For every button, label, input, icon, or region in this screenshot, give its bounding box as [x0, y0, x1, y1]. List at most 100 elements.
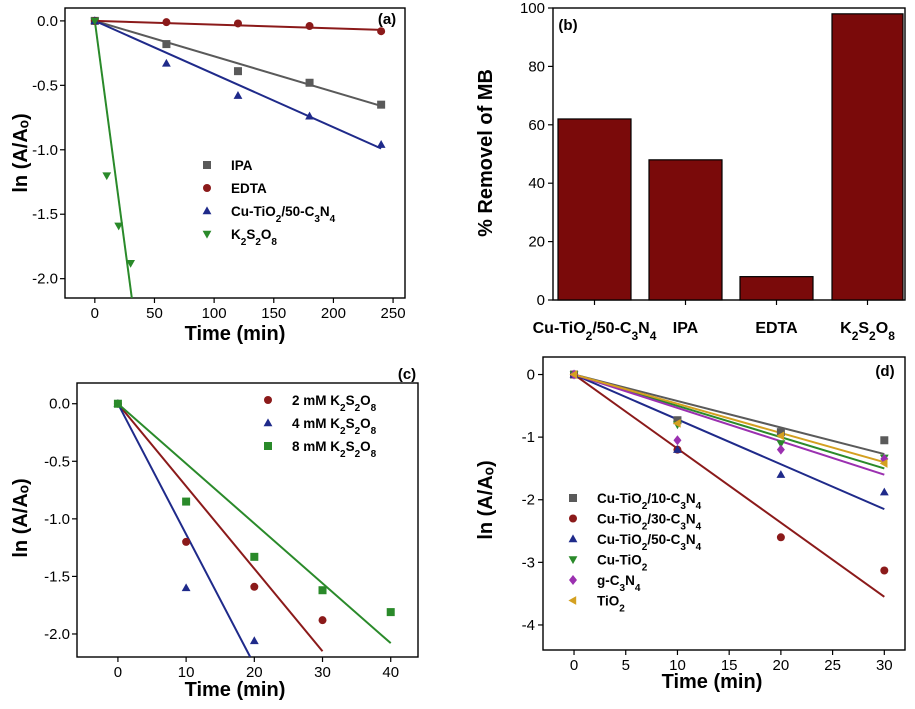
data-point-4-mm-k2s2o8	[249, 636, 259, 645]
x-tick-label: 15	[721, 657, 738, 674]
y-axis-label: ln (A/Aₒ)	[475, 460, 497, 539]
data-point-k2s2o8	[114, 222, 124, 231]
data-point-8-mm-k2s2o8	[318, 586, 327, 595]
y-tick-label: 0.0	[49, 396, 70, 413]
fit-line-2-mm-k2s2o8	[117, 403, 324, 652]
y-tick-label: -4	[522, 617, 535, 634]
bar-k2s2o8	[831, 13, 904, 301]
data-point-cu-tio2-50-c3n4	[879, 487, 889, 496]
plot-frame	[64, 7, 406, 299]
x-axis-label: Time (min)	[185, 323, 286, 345]
y-axis-label: ln (A/Aₒ)	[10, 113, 32, 192]
legend-marker-cu-tio2-50-c3n4	[202, 206, 212, 215]
y-axis-label: ln (A/Aₒ)	[10, 478, 32, 557]
panel-a: 0 50 100 150 200 250 0.0 -0.5 -1.0 -1.5 -2.0 Time (…	[10, 7, 406, 345]
y-tick-label: -1.5	[32, 206, 58, 223]
fit-line-cu-tio2-10-c3n4	[573, 373, 885, 456]
y-tick-label: 40	[528, 175, 545, 192]
data-point-cu-tio2-30-c3n4	[880, 566, 889, 575]
bar-edta	[739, 276, 814, 301]
y-tick-label: 80	[528, 58, 545, 75]
data-point-2-mm-k2s2o8	[318, 616, 327, 625]
legend-label-cu-tio2-10-c3n4: Cu-TiO2/10-C3N4	[597, 491, 702, 512]
x-tick-label: 0	[570, 657, 578, 674]
data-point-cu-tio2-50-c3n4	[673, 445, 682, 453]
data-point-tio2	[569, 370, 578, 379]
data-point-cu-tio2-50-c3n4	[233, 91, 243, 99]
data-point-g-c3n4	[673, 435, 682, 446]
x-tick-label-ipa: IPA	[673, 320, 699, 337]
legend-label-ipa: IPA	[231, 158, 253, 173]
legend-marker-cu-tio2-30-c3n4	[569, 514, 577, 523]
data-point-2-mm-k2s2o8	[250, 582, 259, 591]
data-point-8-mm-k2s2o8	[113, 399, 122, 408]
fit-line-cu-tio2-50-c3n4	[573, 373, 885, 511]
data-point-cu-tio2-10-c3n4	[673, 416, 682, 425]
data-point-g-c3n4	[776, 444, 785, 455]
data-point-ipa	[162, 40, 171, 49]
x-tick-label: 30	[876, 657, 893, 674]
data-point-cu-tio2-10-c3n4	[776, 428, 785, 437]
data-point-k2s2o8	[126, 260, 136, 268]
y-tick-label: 100	[520, 0, 545, 17]
x-tick-label: 10	[178, 664, 195, 681]
y-tick-label: 60	[528, 117, 545, 134]
x-tick-label: 40	[382, 664, 399, 681]
panel-label: (b)	[558, 17, 577, 34]
y-tick-label: -1	[522, 429, 535, 446]
y-tick-label: -0.5	[32, 77, 58, 94]
y-tick-label: -3	[522, 554, 535, 571]
data-point-cu-tio2-50-c3n4	[376, 140, 386, 148]
data-point-cu-tio2-10-c3n4	[880, 436, 889, 445]
fit-line-4-mm-k2s2o8	[117, 403, 252, 657]
legend-label-tio2: TiO2	[597, 594, 625, 615]
legend-marker-k2s2o8	[202, 230, 212, 239]
data-point-cu-tio2-50-c3n4	[162, 58, 171, 67]
x-tick-label: 0	[114, 664, 122, 681]
data-point-k2s2o8	[102, 172, 112, 181]
y-tick-label: 0	[527, 367, 535, 384]
x-tick-label: 0	[91, 305, 99, 322]
x-tick-label: 20	[773, 657, 790, 674]
fit-line-g-c3n4	[573, 373, 885, 476]
fit-line-8-mm-k2s2o8	[117, 402, 392, 644]
x-tick-label: 100	[202, 305, 227, 322]
x-tick-label: 50	[146, 305, 163, 322]
fit-line-tio2	[573, 373, 885, 464]
panel-c: 0 10 20 30 40 0.0 -0.5 -1.0 -1.5 -2.0 Time (min) ln…	[10, 366, 419, 701]
legend-marker-tio2	[568, 596, 577, 605]
data-point-ipa	[305, 78, 314, 87]
legend-label-edta: EDTA	[231, 181, 267, 196]
legend-marker-g-c3n4	[569, 575, 577, 585]
data-point-ipa	[233, 67, 242, 76]
legend-label-cu-tio2: Cu-TiO2	[597, 553, 648, 574]
data-point-tio2	[776, 431, 785, 441]
data-point-k2s2o8	[90, 17, 100, 26]
fit-line-ipa	[94, 19, 382, 107]
data-point-cu-tio2-50-c3n4	[776, 470, 786, 478]
legend-marker-4-mm-k2s2o8	[263, 418, 273, 427]
data-point-cu-tio2	[776, 440, 786, 448]
panel-b: 0 20 40 60 80 100 Cu-TiO2/50-C3N4 IPA EDTA K2S2O8…	[475, 0, 906, 343]
data-point-8-mm-k2s2o8	[250, 552, 259, 561]
legend-label-2-mm-k2s2o8: 2 mM K2S2O8	[292, 393, 377, 414]
y-tick-label: 20	[528, 234, 545, 251]
legend-label-cu-tio2-50-c3n4: Cu-TiO2/50-C3N4	[231, 204, 336, 225]
fit-line-cu-tio2-50-c3n4	[94, 19, 382, 150]
x-tick-label: 30	[314, 664, 331, 681]
x-tick-label: 25	[824, 657, 841, 674]
bar-ipa	[648, 159, 723, 301]
x-tick-label: 20	[246, 664, 263, 681]
y-tick-label: -2.0	[44, 626, 70, 643]
data-point-8-mm-k2s2o8	[182, 497, 191, 506]
plot-frame	[76, 382, 419, 658]
data-point-tio2	[879, 459, 888, 468]
data-point-4-mm-k2s2o8	[181, 583, 191, 592]
legend-label-k2s2o8: K2S2O8	[231, 227, 277, 248]
legend-marker-8-mm-k2s2o8	[264, 442, 272, 450]
y-tick-label: -1.0	[44, 511, 70, 528]
data-point-edta	[233, 19, 242, 28]
data-point-edta	[305, 22, 314, 31]
data-point-tio2	[672, 418, 681, 428]
